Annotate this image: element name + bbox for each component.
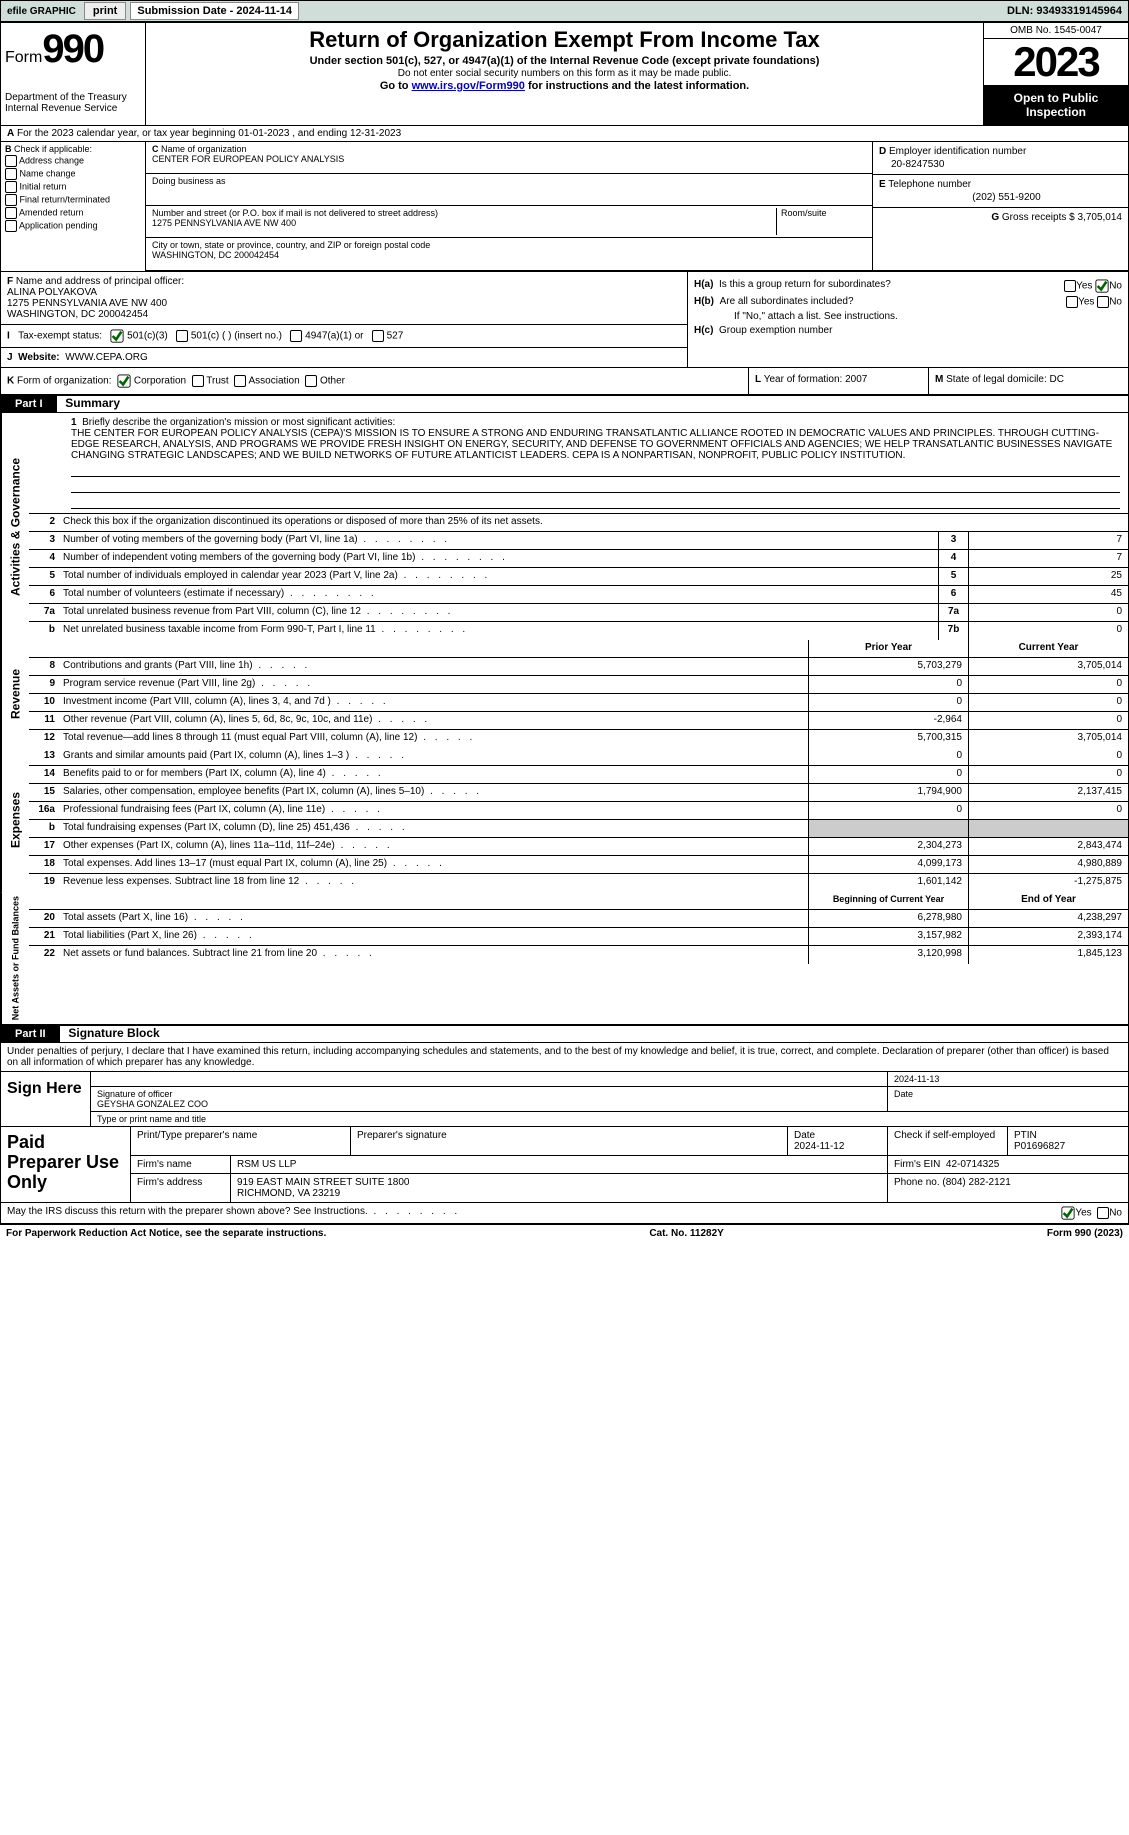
top-bar: efile GRAPHIC print Submission Date - 20… xyxy=(0,0,1129,22)
cb-hb-no[interactable] xyxy=(1097,296,1109,308)
tax-year: 2023 xyxy=(984,39,1128,85)
page-footer: For Paperwork Reduction Act Notice, see … xyxy=(0,1225,1129,1242)
row-k-l-m: K Form of organization: Corporation Trus… xyxy=(1,368,1128,396)
col-d-e-g: D Employer identification number20-82475… xyxy=(873,142,1128,270)
subtitle-1: Under section 501(c), 527, or 4947(a)(1)… xyxy=(154,55,975,67)
form-label: Form xyxy=(5,49,42,66)
firm-ein: 42-0714325 xyxy=(946,1159,999,1170)
cb-address[interactable]: Address change xyxy=(5,155,141,167)
sign-block: Sign Here 2024-11-13 Signature of office… xyxy=(1,1072,1128,1127)
side-exp: Expenses xyxy=(1,748,29,892)
officer-name: ALINA POLYAKOVA xyxy=(7,287,97,298)
cb-initial[interactable]: Initial return xyxy=(5,181,141,193)
name-address: C Name of organizationCENTER FOR EUROPEA… xyxy=(146,142,873,270)
cb-4947[interactable] xyxy=(290,330,302,342)
net-assets: Net Assets or Fund Balances Beginning of… xyxy=(1,892,1128,1026)
officer-signed: GEYSHA GONZALEZ COO xyxy=(97,1099,208,1109)
cb-hb-yes[interactable] xyxy=(1066,296,1078,308)
website: WWW.CEPA.ORG xyxy=(65,352,148,363)
firm-phone: (804) 282-2121 xyxy=(942,1177,1010,1188)
col-h: H(a) Is this a group return for subordin… xyxy=(688,272,1128,367)
row-a: A For the 2023 calendar year, or tax yea… xyxy=(1,126,1128,142)
form-990: Form990 Department of the Treasury Inter… xyxy=(0,22,1129,1225)
ptin: P01696827 xyxy=(1014,1141,1065,1152)
check-icon xyxy=(1095,279,1109,293)
gross-receipts: 3,705,014 xyxy=(1078,212,1123,223)
print-button[interactable]: print xyxy=(84,2,126,20)
header-center: Return of Organization Exempt From Incom… xyxy=(146,23,983,125)
block-b-to-g: B Check if applicable: Address change Na… xyxy=(1,142,1128,272)
block-f-h: F Name and address of principal officer:… xyxy=(1,272,1128,368)
cb-501c[interactable] xyxy=(176,330,188,342)
cb-trust[interactable] xyxy=(192,375,204,387)
header-left: Form990 Department of the Treasury Inter… xyxy=(1,23,146,125)
public-inspection: Open to Public Inspection xyxy=(984,85,1128,125)
cb-assoc[interactable] xyxy=(234,375,246,387)
org-address: 1275 PENNSYLVANIA AVE NW 400 xyxy=(152,218,296,228)
part1-header: Part I Summary xyxy=(1,396,1128,413)
omb-number: OMB No. 1545-0047 xyxy=(984,23,1128,39)
subtitle-2: Do not enter social security numbers on … xyxy=(154,68,975,79)
cb-amended[interactable]: Amended return xyxy=(5,207,141,219)
col-f-i-j: F Name and address of principal officer:… xyxy=(1,272,688,367)
activities-governance: Activities & Governance 1 Briefly descri… xyxy=(1,413,1128,640)
phone: (202) 551-9200 xyxy=(879,192,1122,203)
ein: 20-8247530 xyxy=(879,159,1122,170)
form-title: Return of Organization Exempt From Incom… xyxy=(154,27,975,53)
form-header: Form990 Department of the Treasury Inter… xyxy=(1,23,1128,126)
cb-527[interactable] xyxy=(372,330,384,342)
cb-ha-yes[interactable] xyxy=(1064,280,1076,292)
dept-label: Department of the Treasury Internal Reve… xyxy=(5,92,141,114)
check-icon xyxy=(110,329,124,343)
col-b-checkboxes: B Check if applicable: Address change Na… xyxy=(1,142,146,271)
part2-header: Part II Signature Block xyxy=(1,1026,1128,1043)
sign-date: 2024-11-13 xyxy=(888,1072,1128,1086)
org-name: CENTER FOR EUROPEAN POLICY ANALYSIS xyxy=(152,154,344,164)
sign-here-label: Sign Here xyxy=(1,1072,91,1126)
declaration: Under penalties of perjury, I declare th… xyxy=(1,1043,1128,1072)
cb-other[interactable] xyxy=(305,375,317,387)
cb-pending[interactable]: Application pending xyxy=(5,220,141,232)
header-right: OMB No. 1545-0047 2023 Open to Public In… xyxy=(983,23,1128,125)
side-rev: Revenue xyxy=(1,640,29,748)
dln-label: DLN: 93493319145964 xyxy=(1007,5,1128,17)
cb-discuss-no[interactable] xyxy=(1097,1207,1109,1219)
mission-text: THE CENTER FOR EUROPEAN POLICY ANALYSIS … xyxy=(71,428,1112,461)
org-city: WASHINGTON, DC 200042454 xyxy=(152,250,279,260)
submission-date: Submission Date - 2024-11-14 xyxy=(130,2,299,20)
side-ag: Activities & Governance xyxy=(1,413,29,640)
efile-label: efile GRAPHIC xyxy=(1,6,82,17)
state-domicile: DC xyxy=(1050,374,1064,385)
expenses: Expenses 13Grants and similar amounts pa… xyxy=(1,748,1128,892)
paid-preparer: Paid Preparer Use Only Print/Type prepar… xyxy=(1,1127,1128,1203)
col-c: C Name of organizationCENTER FOR EUROPEA… xyxy=(146,142,1128,271)
cb-final[interactable]: Final return/terminated xyxy=(5,194,141,206)
irs-link[interactable]: www.irs.gov/Form990 xyxy=(412,80,525,92)
year-formation: 2007 xyxy=(845,374,867,385)
form-number: 990 xyxy=(42,27,103,71)
cb-name[interactable]: Name change xyxy=(5,168,141,180)
revenue: Revenue Prior YearCurrent Year 8Contribu… xyxy=(1,640,1128,748)
discuss-row: May the IRS discuss this return with the… xyxy=(1,1203,1128,1224)
side-na: Net Assets or Fund Balances xyxy=(1,892,29,1024)
firm-name: RSM US LLP xyxy=(231,1156,888,1173)
subtitle-3: Go to www.irs.gov/Form990 for instructio… xyxy=(154,80,975,92)
check-icon xyxy=(117,374,131,388)
check-icon xyxy=(1061,1206,1075,1220)
